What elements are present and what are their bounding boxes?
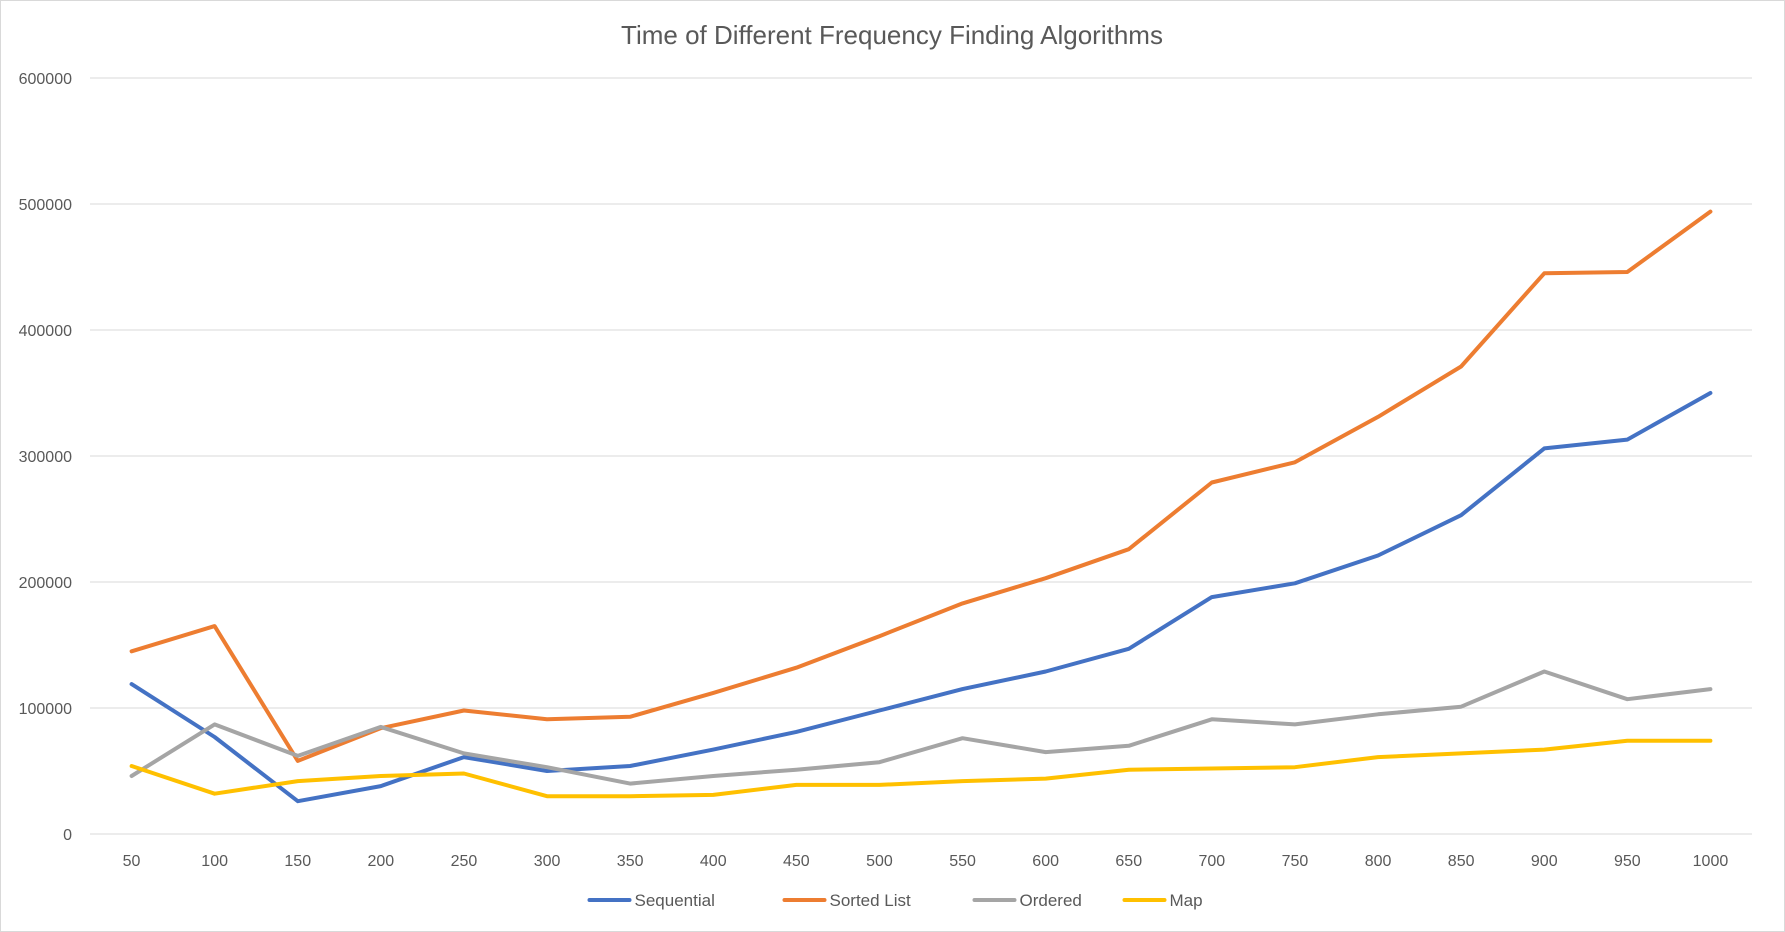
x-tick-label: 150 (284, 853, 311, 870)
y-tick-label: 0 (63, 827, 72, 844)
x-tick-label: 50 (123, 853, 141, 870)
legend: Sequential Sorted List Ordered Map (587, 891, 1203, 910)
x-tick-label: 200 (367, 853, 394, 870)
x-tick-label: 800 (1365, 853, 1392, 870)
legend-item: Ordered (972, 891, 1082, 910)
x-tick-label: 850 (1448, 853, 1475, 870)
x-tick-label: 900 (1531, 853, 1558, 870)
x-tick-label: 700 (1198, 853, 1225, 870)
y-tick-label: 500000 (19, 197, 72, 214)
x-tick-label: 400 (700, 853, 727, 870)
x-tick-label: 650 (1115, 853, 1142, 870)
chart-title: Time of Different Frequency Finding Algo… (621, 20, 1163, 50)
x-tick-label: 500 (866, 853, 893, 870)
x-tick-label: 1000 (1693, 853, 1729, 870)
x-tick-label: 100 (201, 853, 228, 870)
x-tick-label: 350 (617, 853, 644, 870)
legend-item: Sorted List (782, 891, 912, 910)
y-tick-label: 100000 (19, 701, 72, 718)
legend-label: Sequential (635, 891, 715, 910)
x-tick-label: 950 (1614, 853, 1641, 870)
x-tick-label: 550 (949, 853, 976, 870)
x-tick-label: 600 (1032, 853, 1059, 870)
y-tick-label: 300000 (19, 449, 72, 466)
series-line-ordered (129, 669, 1713, 786)
gridlines (90, 77, 1752, 835)
x-tick-label: 750 (1282, 853, 1309, 870)
legend-label: Ordered (1020, 891, 1082, 910)
legend-label: Sorted List (830, 891, 912, 910)
y-tick-label: 400000 (19, 323, 72, 340)
x-axis-ticks: 50 100 150 200 250 300 350 400 450 500 550 600 650 70… (123, 853, 1729, 870)
x-tick-label: 250 (451, 853, 478, 870)
series-line-sorted-list (129, 209, 1713, 763)
series-line-map (129, 738, 1713, 799)
legend-label: Map (1170, 891, 1203, 910)
y-tick-label: 600000 (19, 71, 72, 88)
y-axis-ticks: 0 100000 200000 300000 400000 500000 600000 (19, 71, 72, 844)
y-tick-label: 200000 (19, 575, 72, 592)
x-tick-label: 300 (534, 853, 561, 870)
x-tick-label: 450 (783, 853, 810, 870)
series-line-sequential (129, 391, 1713, 804)
legend-item: Map (1122, 891, 1203, 910)
series-lines (129, 209, 1713, 804)
legend-item: Sequential (587, 891, 715, 910)
